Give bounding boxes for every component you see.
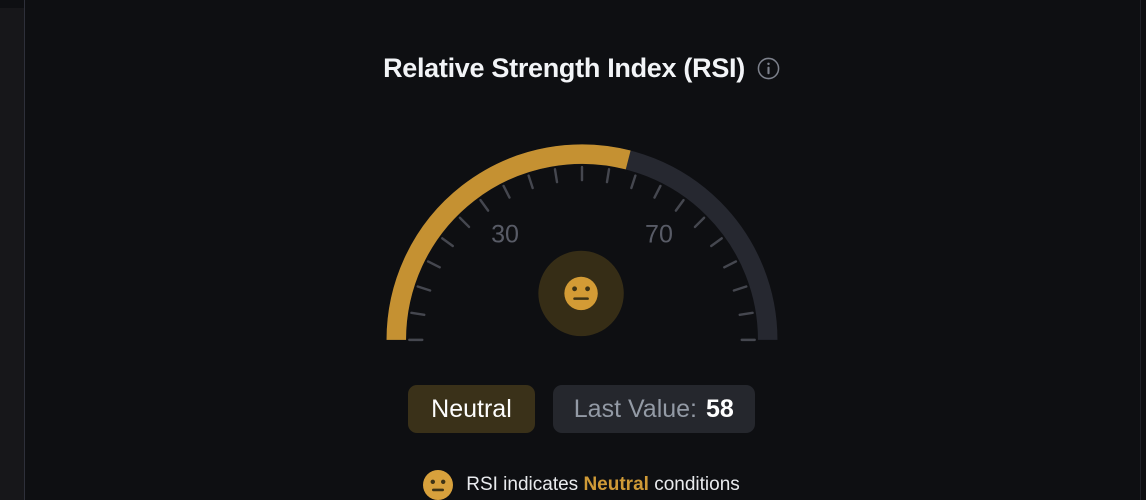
svg-text:70: 70: [645, 220, 673, 248]
rsi-gauge: 30 70: [386, 144, 777, 342]
legend-highlight: Neutral: [583, 474, 649, 495]
left-rail: [0, 8, 24, 500]
left-divider: [24, 0, 25, 500]
page-title: Relative Strength Index (RSI): [383, 53, 745, 83]
right-divider: [1140, 0, 1141, 500]
legend-prefix: RSI indicates: [466, 474, 584, 495]
last-value-label: Last Value:: [573, 394, 697, 423]
last-value-badge: Last Value: 58: [552, 385, 755, 433]
legend-text: RSI indicates Neutral conditions: [466, 470, 740, 500]
legend-suffix: conditions: [648, 474, 740, 495]
svg-text:30: 30: [491, 220, 519, 248]
title-row: Relative Strength Index (RSI): [383, 52, 780, 84]
status-badge: Neutral: [408, 385, 535, 433]
badges-row: Neutral Last Value: 58: [408, 385, 755, 433]
last-value-number: 58: [706, 394, 734, 423]
neutral-face-emoji-icon: [423, 470, 454, 500]
info-icon[interactable]: [757, 57, 780, 80]
rsi-card: Relative Strength Index (RSI) 30 70 Neutr…: [25, 0, 1138, 500]
legend-row: RSI indicates Neutral conditions: [423, 470, 740, 500]
status-badge-label: Neutral: [431, 394, 512, 423]
